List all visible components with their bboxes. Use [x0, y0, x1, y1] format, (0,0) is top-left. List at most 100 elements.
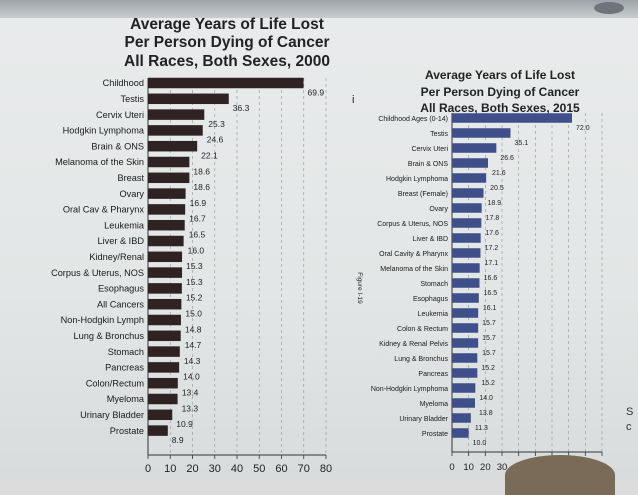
chart-2015: Average Years of Life Lost Per Person Dyi…: [356, 68, 607, 473]
value-label: 14.8: [185, 324, 202, 334]
bar: [148, 188, 186, 199]
bar: [148, 172, 190, 184]
chart-title-line: Average Years of Life Lost: [130, 16, 324, 33]
tick-label: 10: [463, 462, 474, 473]
bar: [452, 233, 481, 243]
category-label: Liver & IBD: [98, 236, 145, 246]
category-label: Stomach: [420, 281, 448, 288]
chart-title-line: Average Years of Life Lost: [425, 68, 575, 82]
slide-charts: Average Years of Life Lost Per Person Dyi…: [51, 16, 607, 475]
value-label: 15.7: [482, 350, 496, 357]
tick-label: 30: [497, 462, 508, 473]
category-label: Hodgkin Lymphoma: [386, 176, 448, 183]
category-label: Non-Hodgkin Lymph: [61, 315, 144, 325]
bar: [452, 278, 480, 288]
category-label: Lung & Bronchus: [74, 331, 145, 341]
bar: [452, 248, 481, 258]
value-label: 15.3: [186, 277, 203, 287]
bar: [148, 283, 182, 294]
bar: [148, 267, 183, 278]
value-label: 25.3: [208, 119, 225, 129]
value-label: 17.2: [485, 245, 499, 252]
category-label: Corpus & Uterus, NOS: [377, 221, 448, 228]
category-label: Brain & ONS: [91, 141, 144, 151]
value-label: 35.1: [515, 140, 529, 147]
value-label: 15.2: [186, 293, 203, 303]
category-label: Kidney & Renal Pelvis: [379, 341, 448, 348]
value-label: 18.6: [193, 166, 210, 176]
category-label: Childhood: [103, 78, 144, 88]
value-label: 10.9: [176, 419, 193, 429]
category-label: Testis: [121, 94, 145, 104]
bar: [148, 377, 178, 389]
category-label: Pancreas: [105, 363, 144, 373]
tick-label: 30: [209, 463, 221, 475]
category-label: Melanoma of the Skin: [55, 157, 144, 167]
bar: [148, 425, 168, 436]
tick-label: 10: [164, 463, 176, 475]
category-label: Childhood Ages (0-14): [378, 116, 448, 123]
category-label: Myeloma: [420, 401, 449, 408]
value-label: 18.6: [193, 182, 210, 192]
value-label: 72.0: [576, 125, 590, 132]
value-label: 21.6: [492, 170, 506, 177]
tick-label: 0: [145, 463, 151, 475]
value-label: 15.2: [481, 365, 495, 372]
category-label: Oral Cavity & Pharynx: [379, 251, 448, 258]
chart-title-line: Per Person Dying of Cancer: [421, 85, 580, 99]
category-label: Cervix Uteri: [411, 146, 448, 153]
tick-label: 0: [449, 462, 454, 473]
bar: [452, 353, 478, 363]
bar: [148, 109, 205, 120]
value-label: 13.4: [182, 387, 199, 397]
category-label: Esophagus: [413, 296, 449, 303]
bar: [148, 251, 183, 263]
category-label: Leukemia: [418, 311, 448, 318]
value-label: 17.8: [486, 215, 500, 222]
value-label: 15.0: [185, 308, 202, 318]
bar: [452, 383, 476, 393]
tick-label: 20: [480, 462, 491, 473]
bar: [148, 330, 181, 342]
category-label: Breast: [117, 173, 144, 183]
value-label: 13.3: [182, 403, 199, 413]
value-label: 16.5: [189, 229, 206, 239]
category-label: Urinary Bladder: [399, 416, 448, 423]
category-label: Prostate: [422, 431, 448, 438]
bar: [148, 346, 180, 357]
value-label: 36.3: [233, 103, 250, 113]
bar: [452, 188, 484, 198]
value-label: 11.3: [475, 425, 488, 432]
category-label: Myeloma: [107, 394, 145, 404]
value-label: 16.6: [484, 275, 498, 282]
category-label: Liver & IBD: [413, 236, 448, 243]
bar: [452, 263, 480, 273]
tick-label: 20: [186, 463, 198, 475]
value-label: 8.9: [172, 435, 184, 445]
category-label: Stomach: [108, 347, 144, 357]
bar: [452, 218, 482, 228]
value-label: 15.3: [186, 261, 203, 271]
edge-text-1: S: [626, 406, 634, 418]
bar: [148, 204, 186, 215]
value-label: 14.0: [479, 395, 493, 402]
category-label: Oral Cav & Pharynx: [63, 205, 145, 215]
category-label: Prostate: [110, 426, 144, 436]
bar: [148, 314, 181, 326]
bar: [452, 308, 479, 318]
value-label: 16.5: [484, 290, 498, 297]
value-label: 10.0: [473, 440, 487, 447]
value-label: 20.5: [490, 185, 504, 192]
bar: [452, 368, 478, 378]
tick-label: 40: [231, 463, 243, 475]
ceiling: [0, 0, 638, 18]
bar: [452, 143, 497, 153]
value-label: 16.9: [190, 198, 207, 208]
bar: [148, 235, 184, 247]
bar: [148, 125, 203, 136]
chart-title-line: All Races, Both Sexes, 2000: [124, 53, 330, 70]
value-label: 24.6: [207, 135, 224, 145]
chart-title-line: All Races, Both Sexes, 2015: [420, 101, 580, 115]
category-label: Testis: [430, 131, 448, 138]
